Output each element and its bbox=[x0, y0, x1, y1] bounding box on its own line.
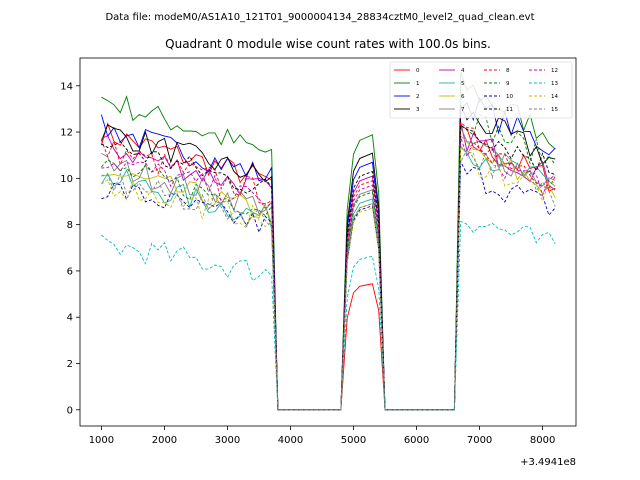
x-tick-label: 5000 bbox=[341, 435, 366, 446]
series-line-10 bbox=[101, 161, 556, 411]
legend-label-4: 4 bbox=[461, 68, 465, 74]
series-line-8 bbox=[100, 121, 556, 411]
legend-label-10: 10 bbox=[506, 94, 513, 100]
y-tick-label: 2 bbox=[67, 359, 73, 370]
figure-suptitle: Data file: modeM0/AS1A10_121T01_90000041… bbox=[105, 12, 534, 23]
legend-label-12: 12 bbox=[551, 68, 558, 74]
legend-label-8: 8 bbox=[506, 68, 510, 74]
series-line-11 bbox=[101, 124, 556, 411]
series-line-14 bbox=[101, 144, 556, 411]
x-tick-label: 2000 bbox=[152, 435, 177, 446]
x-tick-label: 8000 bbox=[530, 435, 555, 446]
series-line-5 bbox=[101, 146, 556, 411]
series-line-2 bbox=[100, 96, 556, 411]
legend-label-1: 1 bbox=[416, 81, 420, 87]
y-tick-label: 6 bbox=[67, 266, 73, 277]
y-tick-label: 14 bbox=[60, 81, 73, 92]
series-line-12 bbox=[101, 137, 556, 411]
legend-box bbox=[389, 61, 573, 119]
legend-label-7: 7 bbox=[461, 107, 465, 113]
x-tick-label: 4000 bbox=[278, 435, 303, 446]
y-tick-label: 10 bbox=[60, 174, 73, 185]
axis-ticks: 1000 2000 3000 4000 5000 6000 7000 8000 0 2 4 6 8 10 1… bbox=[60, 81, 555, 446]
x-tick-label: 6000 bbox=[404, 435, 429, 446]
legend-label-6: 6 bbox=[461, 94, 465, 100]
legend-label-9: 9 bbox=[506, 81, 510, 87]
series-line-15 bbox=[101, 148, 556, 411]
legend-label-14: 14 bbox=[551, 94, 558, 100]
series-line-13 bbox=[101, 220, 556, 411]
legend-label-0: 0 bbox=[416, 68, 420, 74]
x-tick-label: 1000 bbox=[89, 435, 114, 446]
chart-title: Quadrant 0 module wise count rates with … bbox=[165, 37, 491, 51]
series-lines bbox=[100, 71, 556, 411]
x-tick-label: 7000 bbox=[467, 435, 492, 446]
legend-label-5: 5 bbox=[461, 81, 465, 87]
y-tick-label: 4 bbox=[67, 313, 73, 324]
legend-label-3: 3 bbox=[416, 107, 420, 113]
y-tick-label: 8 bbox=[67, 220, 73, 231]
legend-label-13: 13 bbox=[551, 81, 558, 87]
x-tick-label: 3000 bbox=[215, 435, 240, 446]
series-line-6 bbox=[101, 134, 556, 411]
series-line-7 bbox=[101, 127, 556, 411]
plot-frame bbox=[79, 57, 577, 427]
y-tick-label: 12 bbox=[60, 128, 73, 139]
legend-label-11: 11 bbox=[506, 107, 513, 113]
y-tick-label: 0 bbox=[67, 405, 73, 416]
legend-label-15: 15 bbox=[551, 107, 558, 113]
x-offset-label: +3.4941e8 bbox=[520, 457, 576, 468]
legend-label-2: 2 bbox=[416, 94, 420, 100]
